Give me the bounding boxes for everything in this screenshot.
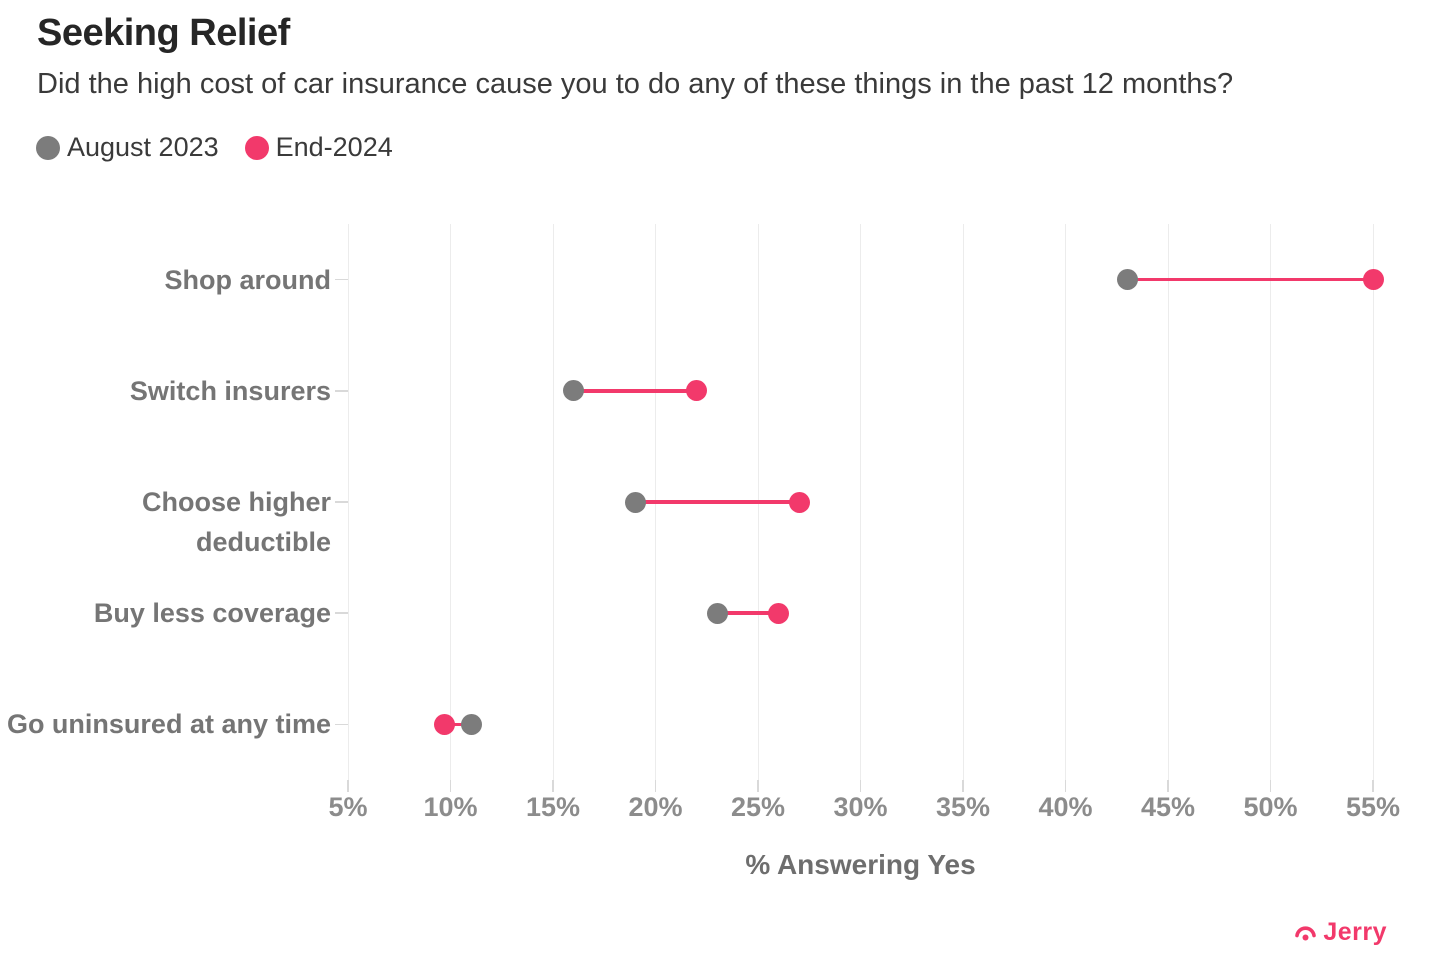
- x-tick-label-25: 25%: [730, 792, 786, 822]
- x-tick-5: [347, 780, 349, 792]
- dot-august-2023-switch-insurers: [563, 380, 584, 402]
- x-tick-label-35: 35%: [935, 792, 991, 822]
- dot-end-2024-buy-less-coverage: [768, 602, 789, 624]
- x-tick-label-30: 30%: [833, 792, 888, 822]
- y-tick-buy-less-coverage: [335, 612, 348, 614]
- x-tick-50: [1269, 780, 1272, 792]
- gridline-40: [1065, 224, 1066, 780]
- dumbbell-connector-go-uninsured-at-any-time: [444, 722, 471, 727]
- gridline-30: [860, 224, 861, 780]
- chart-title: Seeking Relief: [37, 12, 290, 54]
- x-tick-25: [757, 780, 759, 792]
- x-tick-35: [962, 780, 964, 792]
- x-axis-title: % Answering Yes: [745, 849, 976, 880]
- y-tick-switch-insurers: [335, 390, 348, 392]
- x-tick-label-20: 20%: [628, 792, 683, 822]
- dot-end-2024-switch-insurers: [686, 380, 707, 402]
- category-label-choose-higher-deductible: Choose higher deductible: [141, 487, 331, 557]
- legend-item-august-2023: August 2023: [36, 132, 219, 163]
- gridline-50: [1270, 224, 1271, 780]
- x-tick-label-55: 55%: [1345, 792, 1401, 822]
- gridline-10: [450, 224, 451, 780]
- x-tick-label-45: 45%: [1140, 792, 1196, 822]
- x-tick-55: [1372, 780, 1374, 792]
- legend-dot-august-2023: [36, 135, 60, 160]
- jerry-logo-text: Jerry: [1323, 918, 1387, 946]
- dot-august-2023-go-uninsured-at-any-time: [460, 713, 482, 735]
- x-tick-45: [1167, 780, 1169, 792]
- gridline-45: [1167, 224, 1169, 780]
- dot-august-2023-buy-less-coverage: [706, 602, 728, 624]
- x-tick-40: [1064, 780, 1067, 792]
- y-tick-choose-higher-deductible: [335, 501, 348, 503]
- x-tick-label-50: 50%: [1243, 792, 1298, 822]
- chart-subtitle: Did the high cost of car insurance cause…: [37, 68, 1234, 100]
- dumbbell-connector-switch-insurers: [573, 389, 697, 393]
- jerry-logo[interactable]: Jerry: [1293, 918, 1387, 947]
- x-tick-label-15: 15%: [525, 792, 581, 822]
- dumbbell-connector-shop-around: [1127, 277, 1373, 282]
- gridline-35: [962, 224, 964, 780]
- dot-august-2023-shop-around: [1116, 269, 1138, 291]
- legend-item-end-2024: End-2024: [244, 132, 393, 163]
- legend-label-end-2024: End-2024: [275, 132, 393, 162]
- dot-end-2024-choose-higher-deductible: [788, 491, 810, 513]
- jerry-arc-icon: [1295, 925, 1317, 940]
- y-tick-go-uninsured-at-any-time: [335, 723, 348, 726]
- y-tick-shop-around: [335, 278, 348, 281]
- gridline-5: [347, 224, 349, 780]
- x-tick-label-40: 40%: [1038, 792, 1093, 822]
- x-tick-30: [859, 780, 862, 792]
- x-tick-label-10: 10%: [423, 792, 478, 822]
- x-tick-label-5: 5%: [328, 792, 368, 822]
- dot-august-2023-choose-higher-deductible: [624, 491, 646, 513]
- x-tick-10: [449, 780, 452, 792]
- legend-dot-end-2024: [244, 135, 269, 160]
- dumbbell-connector-choose-higher-deductible: [635, 500, 799, 504]
- legend-label-august-2023: August 2023: [67, 132, 219, 162]
- category-label-shop-around: Shop around: [164, 264, 331, 295]
- x-tick-15: [552, 780, 554, 792]
- dot-end-2024-go-uninsured-at-any-time: [433, 713, 455, 735]
- dot-end-2024-shop-around: [1362, 269, 1384, 291]
- dumbbell-connector-buy-less-coverage: [717, 611, 779, 615]
- gridline-55: [1372, 224, 1374, 780]
- category-label-switch-insurers: Switch insurers: [129, 375, 331, 406]
- category-label-go-uninsured-at-any-time: Go uninsured at any time: [6, 709, 331, 740]
- x-tick-20: [654, 780, 657, 792]
- legend: August 2023 End-2024: [36, 132, 393, 163]
- category-label-buy-less-coverage: Buy less coverage: [93, 598, 331, 629]
- gridline-15: [552, 224, 554, 780]
